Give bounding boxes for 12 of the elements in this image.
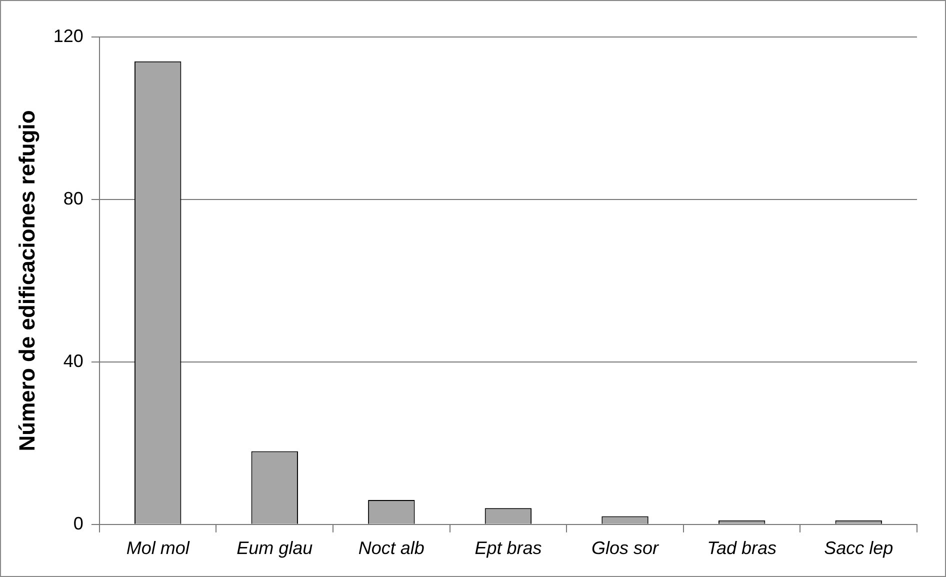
x-tick-label: Glos sor xyxy=(591,538,660,558)
x-tick-label: Sacc lep xyxy=(824,538,894,558)
y-tick-label: 80 xyxy=(63,188,84,208)
y-tick-label: 40 xyxy=(63,350,84,371)
x-tick-label: Eum glau xyxy=(236,538,313,558)
y-tick-label: 120 xyxy=(53,26,84,46)
y-tick-label: 0 xyxy=(73,513,84,534)
x-tick-label: Mol mol xyxy=(126,538,190,558)
x-tick-label: Noct alb xyxy=(358,538,424,558)
x-tick-label: Ept bras xyxy=(474,538,542,558)
y-axis-title: Número de edificaciones refugio xyxy=(14,110,40,452)
x-tick-label: Tad bras xyxy=(707,538,776,558)
